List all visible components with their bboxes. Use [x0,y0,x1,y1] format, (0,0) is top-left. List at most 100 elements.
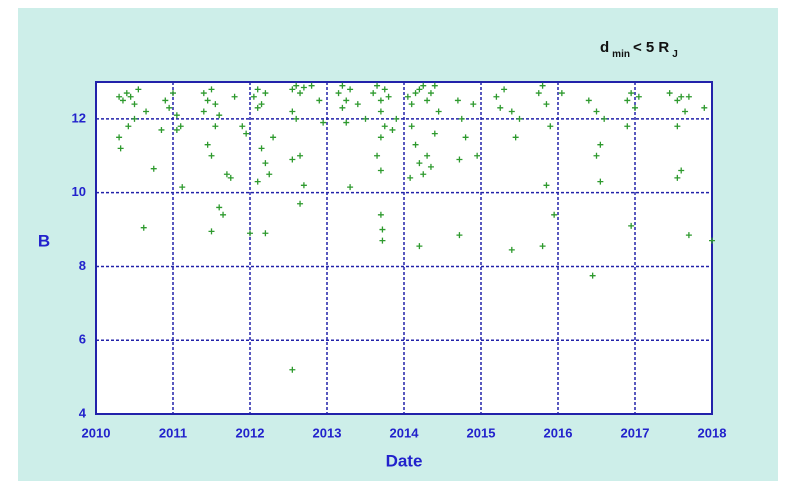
data-point [543,182,550,189]
data-point [173,112,180,119]
data-point [200,108,207,115]
data-point [379,237,386,244]
data-point [177,123,184,130]
data-point [431,82,438,89]
data-point [343,97,350,104]
data-point [377,134,384,141]
data-point [597,141,604,148]
data-point [223,171,230,178]
data-point [374,152,381,159]
data-point [266,171,273,178]
data-point [678,167,685,174]
x-tick-label: 2012 [236,425,265,440]
data-point [166,104,173,111]
data-point [212,123,219,130]
data-point [347,86,354,93]
x-tick-label: 2018 [698,425,727,440]
data-point [678,93,685,100]
y-tick-label: 12 [72,110,86,125]
data-point [116,93,123,100]
data-point [300,182,307,189]
data-point [254,86,261,93]
data-point [408,123,415,130]
title-part: d [600,39,609,56]
data-point [377,97,384,104]
data-point [379,226,386,233]
data-point [297,152,304,159]
data-point [204,97,211,104]
data-point [666,90,673,97]
data-point [127,93,134,100]
data-point [420,171,427,178]
data-point [117,145,124,152]
data-point [497,104,504,111]
data-point [674,97,681,104]
data-point [385,93,392,100]
x-tick-label: 2017 [621,425,650,440]
data-point [408,101,415,108]
data-point [628,222,635,229]
data-point [407,174,414,181]
data-point [543,101,550,108]
data-point [389,126,396,133]
data-point [456,156,463,163]
data-point [170,90,176,97]
x-axis-label: Date [386,451,423,470]
data-point [316,97,323,104]
data-point [173,126,180,133]
x-tick-label: 2013 [313,425,342,440]
data-point [393,115,400,122]
data-point [150,165,157,172]
data-point [374,82,381,89]
data-point [512,134,519,141]
data-point [208,228,215,235]
data-point [347,184,354,191]
data-point [454,97,461,104]
data-point [709,237,715,244]
data-point [158,126,165,133]
data-point [416,243,423,250]
x-tick-label: 2014 [390,425,420,440]
data-point [216,112,223,119]
data-point [458,115,465,122]
data-point [212,101,219,108]
data-point [339,104,346,111]
data-point [231,93,238,100]
data-point [262,230,269,237]
title-part: J [672,49,678,60]
data-point [377,211,384,218]
data-point [123,90,130,97]
data-point [547,123,554,130]
data-point [412,90,419,97]
data-point [204,141,211,148]
data-point [558,90,565,97]
data-point [116,134,123,141]
data-point [601,115,608,122]
data-point [685,232,692,239]
data-point [535,90,542,97]
data-point [270,134,277,141]
data-point [262,160,269,167]
data-point [289,108,296,115]
data-point [456,232,463,239]
data-point [119,97,126,104]
data-point [516,115,523,122]
data-point [262,90,269,97]
data-point [289,86,296,93]
data-point [239,123,246,130]
plot-frame [95,81,713,415]
data-point [289,156,296,163]
data-point [377,167,384,174]
data-point [320,119,327,126]
data-point [254,104,261,111]
data-point [343,119,350,126]
data-point [682,108,689,115]
data-point [381,123,388,130]
x-tick-label: 2016 [544,425,573,440]
data-point [539,82,546,89]
data-point [635,93,642,100]
data-point [208,86,215,93]
data-point [431,130,438,137]
data-point [416,86,423,93]
